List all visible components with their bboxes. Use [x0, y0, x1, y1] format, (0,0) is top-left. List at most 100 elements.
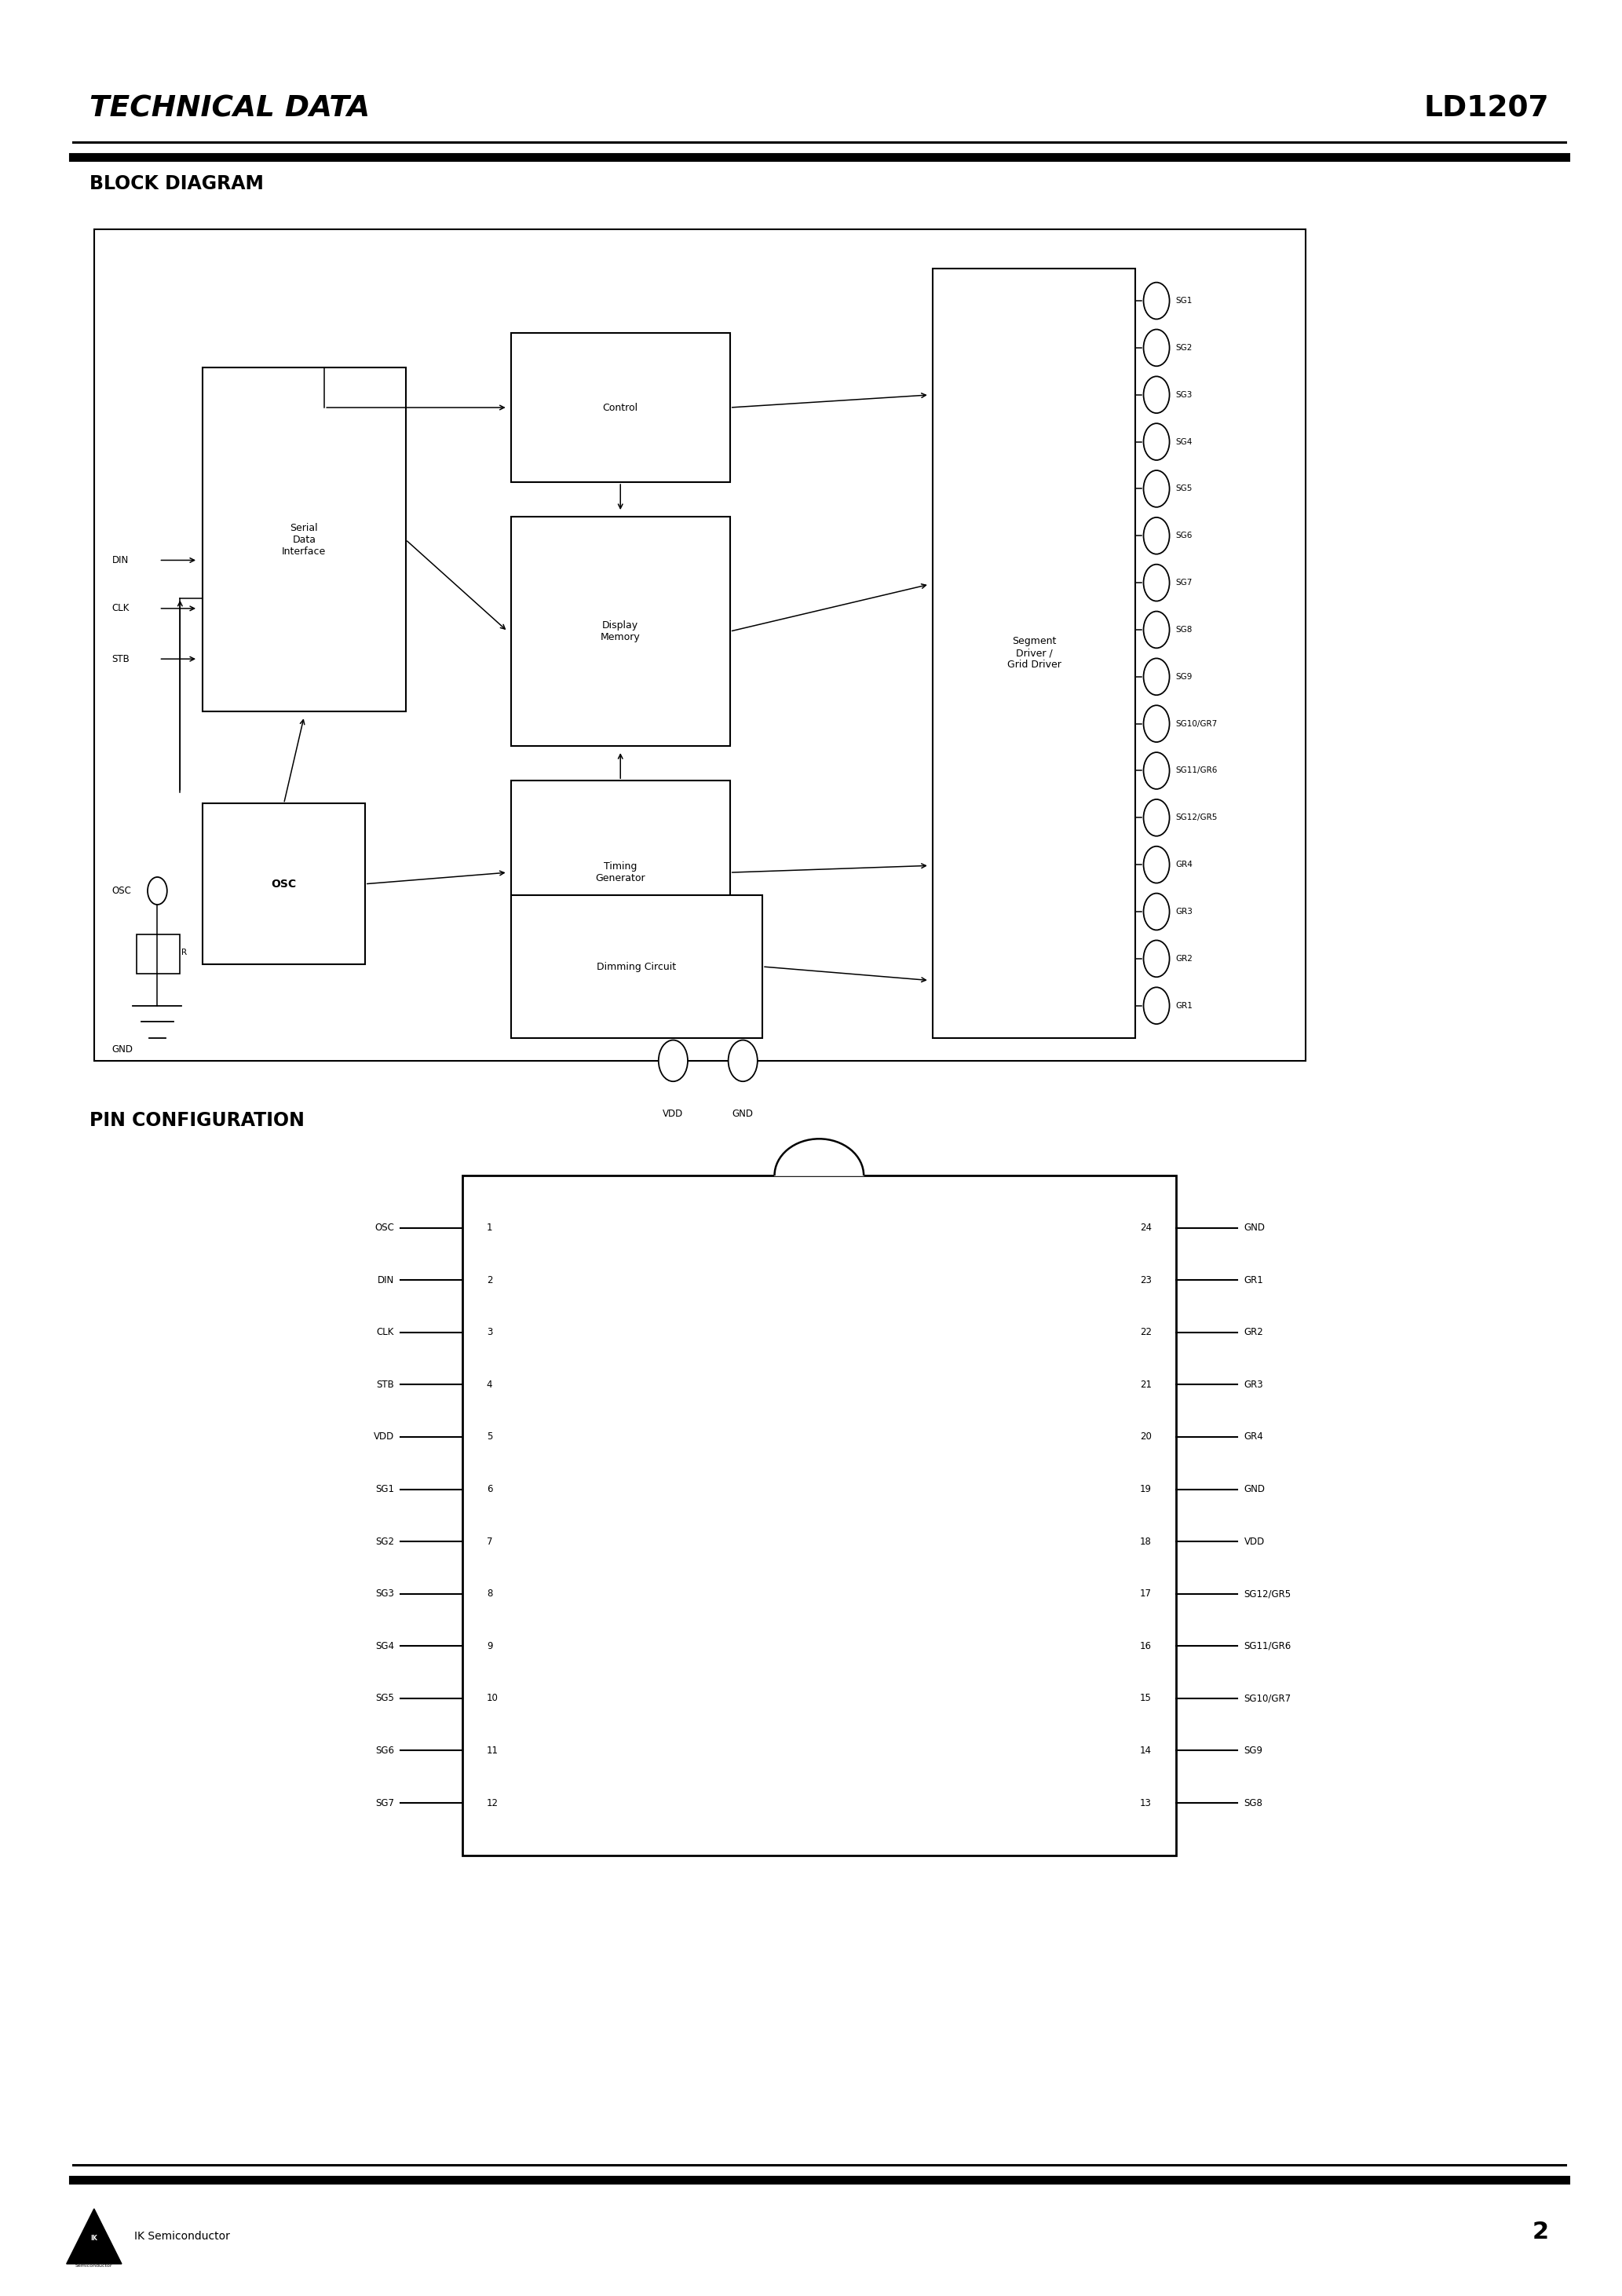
Text: GND: GND [112, 1045, 133, 1054]
Bar [511, 333, 730, 482]
Circle shape [1144, 705, 1169, 742]
Text: BLOCK DIAGRAM: BLOCK DIAGRAM [89, 174, 263, 193]
Text: 2: 2 [487, 1274, 493, 1286]
Text: 8: 8 [487, 1589, 493, 1598]
Text: 3: 3 [487, 1327, 493, 1339]
Text: GND: GND [1244, 1224, 1265, 1233]
Text: R: R [182, 948, 187, 957]
Text: 15: 15 [1140, 1692, 1152, 1704]
Text: SG1: SG1 [375, 1483, 394, 1495]
Bar [203, 367, 406, 712]
Text: 21: 21 [1140, 1380, 1152, 1389]
Text: Serial
Data
Interface: Serial Data Interface [282, 523, 326, 556]
Text: SG8: SG8 [1244, 1798, 1264, 1807]
Text: GND: GND [1244, 1483, 1265, 1495]
Circle shape [1144, 517, 1169, 553]
Text: SG9: SG9 [1176, 673, 1192, 680]
Circle shape [1144, 328, 1169, 365]
Circle shape [728, 1040, 757, 1081]
Bar [511, 895, 762, 1038]
Text: 19: 19 [1140, 1483, 1152, 1495]
Circle shape [148, 877, 167, 905]
Text: SG11/GR6: SG11/GR6 [1244, 1642, 1291, 1651]
Text: PIN CONFIGURATION: PIN CONFIGURATION [89, 1111, 305, 1130]
Text: SG5: SG5 [375, 1692, 394, 1704]
Text: 22: 22 [1140, 1327, 1152, 1339]
Text: LD1207: LD1207 [1424, 94, 1549, 124]
Text: SG8: SG8 [1176, 627, 1192, 634]
Bar [511, 517, 730, 746]
Text: Display
Memory: Display Memory [600, 620, 641, 643]
Text: SG4: SG4 [1176, 439, 1192, 445]
Text: 4: 4 [487, 1380, 493, 1389]
Text: SG7: SG7 [375, 1798, 394, 1807]
Text: 14: 14 [1140, 1745, 1152, 1756]
Bar [462, 1176, 1176, 1855]
Bar [136, 934, 180, 974]
Text: 11: 11 [487, 1745, 498, 1756]
Text: GR3: GR3 [1244, 1380, 1264, 1389]
Text: Timing
Generator: Timing Generator [595, 861, 646, 884]
Text: CLK: CLK [376, 1327, 394, 1339]
Circle shape [1144, 753, 1169, 790]
Text: GR2: GR2 [1176, 955, 1194, 962]
Text: GR4: GR4 [1244, 1433, 1264, 1442]
Circle shape [1144, 282, 1169, 319]
Text: Segment
Driver /
Grid Driver: Segment Driver / Grid Driver [1007, 636, 1061, 670]
Text: SG10/GR7: SG10/GR7 [1176, 719, 1218, 728]
Circle shape [1144, 611, 1169, 647]
Text: GR1: GR1 [1176, 1001, 1194, 1010]
Text: VDD: VDD [1244, 1536, 1265, 1548]
Text: 17: 17 [1140, 1589, 1152, 1598]
Text: SG10/GR7: SG10/GR7 [1244, 1692, 1291, 1704]
Text: STB: STB [376, 1380, 394, 1389]
Text: SG11/GR6: SG11/GR6 [1176, 767, 1218, 774]
Circle shape [659, 1040, 688, 1081]
Text: TECHNICAL DATA: TECHNICAL DATA [89, 94, 370, 124]
Text: 16: 16 [1140, 1642, 1152, 1651]
Text: SG12/GR5: SG12/GR5 [1244, 1589, 1291, 1598]
Text: IK Semiconductor: IK Semiconductor [135, 2232, 230, 2241]
Text: SG1: SG1 [1176, 296, 1192, 305]
Text: SG9: SG9 [1244, 1745, 1264, 1756]
Wedge shape [775, 1111, 863, 1176]
Bar [933, 269, 1135, 1038]
Text: 7: 7 [487, 1536, 493, 1548]
Bar [94, 230, 1306, 1061]
Text: SG6: SG6 [375, 1745, 394, 1756]
Circle shape [1144, 893, 1169, 930]
Text: 24: 24 [1140, 1224, 1152, 1233]
Text: GR3: GR3 [1176, 907, 1194, 916]
Text: 18: 18 [1140, 1536, 1152, 1548]
Text: GR2: GR2 [1244, 1327, 1264, 1339]
Text: DIN: DIN [378, 1274, 394, 1286]
Circle shape [1144, 377, 1169, 413]
Text: IK: IK [91, 2234, 97, 2243]
Text: 20: 20 [1140, 1433, 1152, 1442]
Text: SG3: SG3 [375, 1589, 394, 1598]
Text: 13: 13 [1140, 1798, 1152, 1807]
Text: OSC: OSC [112, 886, 131, 895]
Circle shape [1144, 987, 1169, 1024]
Text: 1: 1 [487, 1224, 493, 1233]
Text: 10: 10 [487, 1692, 498, 1704]
Text: SG6: SG6 [1176, 533, 1192, 540]
Circle shape [1144, 565, 1169, 602]
Text: DIN: DIN [112, 556, 128, 565]
Circle shape [1144, 659, 1169, 696]
Circle shape [1144, 847, 1169, 884]
Circle shape [1144, 941, 1169, 978]
Text: SG5: SG5 [1176, 484, 1192, 494]
Text: 23: 23 [1140, 1274, 1152, 1286]
Bar [203, 804, 365, 964]
Text: 6: 6 [487, 1483, 493, 1495]
Text: SG7: SG7 [1176, 579, 1192, 588]
Text: 9: 9 [487, 1642, 493, 1651]
Text: SG2: SG2 [1176, 344, 1192, 351]
Text: SG3: SG3 [1176, 390, 1192, 400]
Text: OSC: OSC [271, 879, 297, 889]
Text: GND: GND [732, 1109, 754, 1118]
Text: GR4: GR4 [1176, 861, 1194, 868]
Text: STB: STB [112, 654, 130, 664]
Circle shape [1144, 471, 1169, 507]
